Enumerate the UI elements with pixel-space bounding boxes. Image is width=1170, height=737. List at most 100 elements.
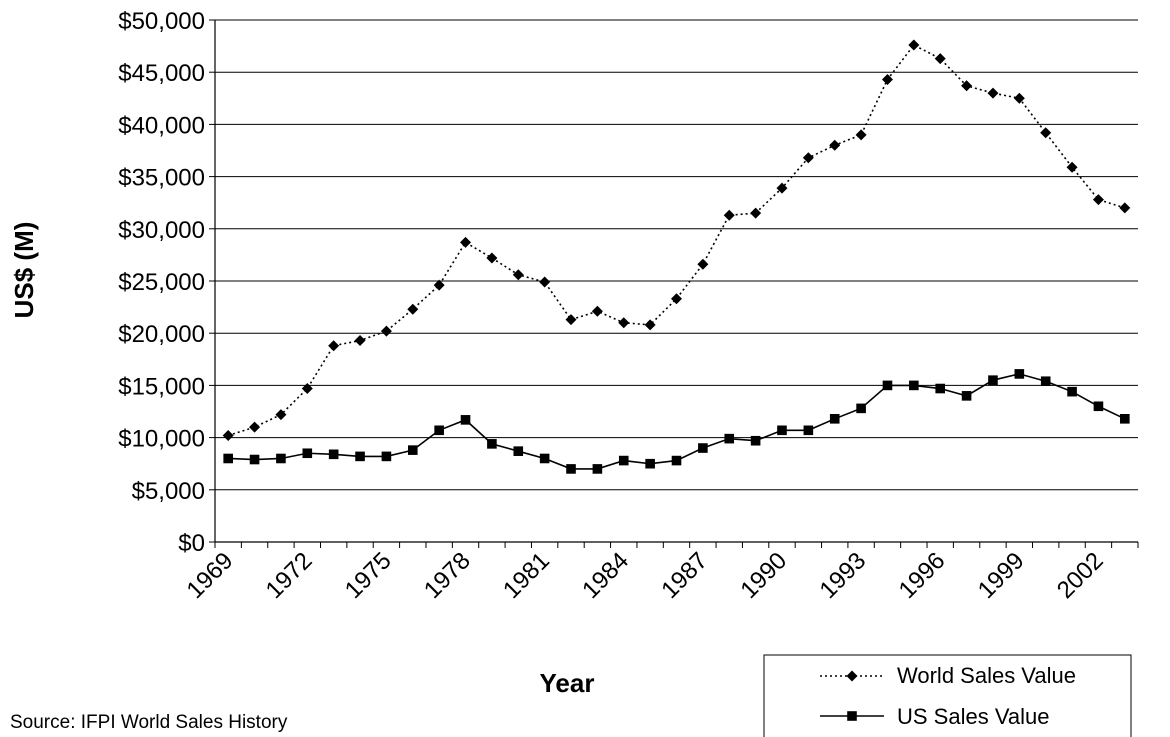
world-sales-point (301, 383, 313, 395)
y-axis-tick-labels: $0 $5,000 $10,000 $15,000 $20,000 $25,000 $30,… (118, 8, 205, 557)
us-sales-point (460, 415, 471, 425)
x-axis-title: Year (540, 668, 595, 698)
x-tick-label: 1975 (340, 547, 397, 604)
us-sales-point (539, 453, 550, 464)
world-sales-point (750, 207, 762, 219)
world-sales-point (881, 74, 893, 86)
us-sales-point (803, 425, 814, 436)
us-sales-point (671, 455, 682, 466)
us-sales-point (1067, 386, 1077, 397)
world-sales-point (908, 39, 920, 51)
x-tick-label: 1981 (498, 547, 555, 604)
us-sales-point (1040, 376, 1051, 387)
gridlines (215, 19, 1138, 491)
us-sales-point (618, 455, 629, 466)
y-tick-label: $35,000 (118, 165, 205, 192)
y-tick-label: $5,000 (132, 478, 205, 505)
x-tick-label: 1996 (894, 547, 951, 604)
series-world-sales (222, 39, 1131, 442)
world-sales-point (275, 409, 287, 421)
us-sales-point (1093, 401, 1104, 412)
y-tick-label: $25,000 (118, 269, 205, 296)
us-sales-point (882, 380, 893, 391)
us-sales-point (407, 445, 418, 455)
us-sales-point (988, 375, 998, 385)
us-sales-point (592, 464, 603, 474)
us-sales-point (935, 383, 946, 394)
us-sales-point (1120, 414, 1130, 424)
world-sales-point (512, 269, 524, 281)
us-sales-point (724, 433, 735, 444)
world-sales-point (354, 335, 366, 347)
y-tick-label: $30,000 (118, 217, 205, 244)
x-tick-label: 1978 (419, 547, 476, 604)
y-tick-label: $20,000 (118, 321, 205, 348)
legend-label-world: World Sales Value (897, 663, 1076, 688)
us-sales-point (856, 403, 866, 414)
us-sales-point (328, 449, 339, 460)
world-sales-point (697, 258, 709, 270)
world-sales-point (644, 319, 656, 331)
y-tick-label: $45,000 (118, 60, 205, 87)
world-sales-point (961, 80, 973, 92)
us-sales-point (355, 451, 365, 462)
us-sales-point (487, 439, 497, 449)
world-sales-point (328, 340, 340, 352)
us-sales-point (909, 380, 919, 391)
us-sales-point (434, 425, 444, 436)
legend-marker (846, 670, 858, 682)
x-tick-label: 2002 (1052, 547, 1109, 604)
world-sales-point (1013, 92, 1025, 104)
us-sales-point (777, 425, 787, 436)
us-sales-point (698, 443, 708, 453)
legend-sample-world (820, 670, 884, 682)
y-tick-label: $0 (178, 530, 205, 557)
world-sales-point (222, 430, 234, 442)
y-tick-label: $15,000 (118, 373, 205, 400)
world-sales-point (486, 252, 498, 264)
world-sales-point (565, 314, 577, 326)
world-sales-point (618, 317, 630, 329)
world-sales-line (227, 44, 1126, 437)
legend-box (763, 654, 1132, 737)
us-sales-point (645, 458, 655, 469)
world-sales-point (829, 139, 841, 151)
world-sales-point (539, 276, 551, 288)
world-sales-point (1119, 202, 1131, 214)
world-sales-point (249, 421, 261, 433)
us-sales-point (829, 414, 840, 424)
legend-label-us: US Sales Value (897, 704, 1049, 729)
us-sales-point (566, 464, 576, 474)
source-note: Source: IFPI World Sales History (10, 712, 288, 733)
legend-marker (847, 711, 857, 721)
us-sales-point (223, 453, 233, 464)
world-sales-point (433, 279, 445, 291)
x-tick-label: 1999 (973, 547, 1030, 604)
world-sales-point (987, 87, 999, 99)
us-sales-point (249, 454, 260, 465)
world-sales-point (591, 305, 603, 317)
y-tick-label: $40,000 (118, 112, 205, 139)
world-sales-point (855, 129, 867, 141)
x-tick-label: 1993 (814, 547, 871, 604)
y-tick-label: $50,000 (118, 8, 205, 35)
y-tick-label: $10,000 (118, 426, 205, 453)
x-tick-label: 1972 (261, 547, 318, 604)
world-sales-point (460, 236, 472, 248)
world-sales-point (671, 293, 682, 305)
us-sales-point (1014, 369, 1025, 379)
axes (209, 19, 1139, 548)
world-sales-point (407, 303, 419, 315)
world-sales-point (776, 182, 788, 194)
legend-sample-us (820, 711, 884, 721)
x-tick-label: 1990 (735, 547, 792, 604)
us-sales-point (381, 451, 392, 462)
series-group (222, 39, 1131, 474)
world-sales-point (380, 325, 392, 337)
x-axis-tick-labels: 1969 1972 1975 1978 1981 1984 1987 1990 1993 1996… (182, 547, 1109, 604)
legend: World Sales Value US Sales Value (763, 654, 1132, 737)
us-sales-point (302, 448, 313, 459)
us-sales-point (276, 453, 286, 464)
us-sales-point (961, 391, 972, 401)
